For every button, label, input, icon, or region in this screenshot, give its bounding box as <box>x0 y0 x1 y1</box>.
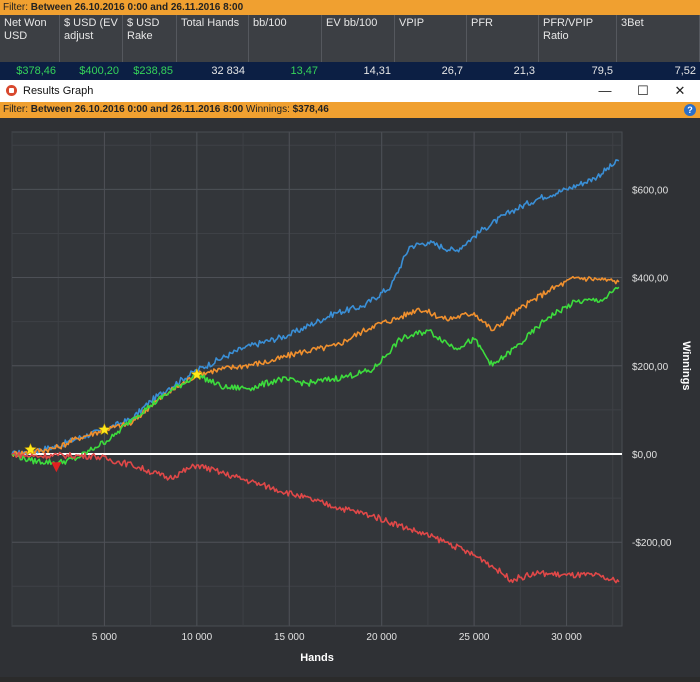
y-tick-label: $0,00 <box>632 450 657 461</box>
y-tick-label: $400,00 <box>632 274 669 285</box>
stats-value-cell: $238,85 <box>133 65 173 77</box>
help-icon[interactable]: ? <box>684 104 696 116</box>
series-line <box>11 451 620 584</box>
stats-value-cell: 26,7 <box>441 65 463 77</box>
series-line <box>11 286 620 466</box>
stats-header-row: Net Won USD $ USD (EV adjust $ USD Rake Tot… <box>0 15 700 62</box>
stats-header-cell[interactable]: $ USD Rake <box>123 15 177 62</box>
filter-bar-top[interactable]: Filter: Between 26.10.2016 0:00 and 26.1… <box>0 0 700 15</box>
graph-area: 5 000 10 000 15 000 20 000 25 000 30 000 $600,… <box>0 118 700 677</box>
x-axis-label: Hands <box>300 652 334 664</box>
filter-prefix: Filter: <box>3 2 31 13</box>
y-tick-label: -$200,00 <box>632 538 672 549</box>
maximize-icon[interactable]: ☐ <box>637 83 649 98</box>
star-marker <box>24 442 37 455</box>
x-tick-label: 10 000 <box>182 632 213 643</box>
minimize-icon[interactable]: — <box>598 83 612 98</box>
x-tick-label: 5 000 <box>92 632 117 643</box>
x-tick-label: 25 000 <box>459 632 490 643</box>
stats-value-cell: $400,20 <box>79 65 119 77</box>
stats-header-cell[interactable]: $ USD (EV adjust <box>60 15 123 62</box>
stats-header-cell[interactable]: EV bb/100 <box>322 15 395 62</box>
y-tick-label: $600,00 <box>632 185 669 196</box>
triangle-marker <box>51 462 62 473</box>
results-chart: 5 000 10 000 15 000 20 000 25 000 30 000 $600,… <box>11 131 692 664</box>
graph-filter-value: Between 26.10.2016 0:00 and 26.11.2016 8… <box>30 104 244 115</box>
graph-filter-prefix: Filter: <box>3 104 31 115</box>
stats-value-cell: 14,31 <box>363 65 391 77</box>
filter-value: Between 26.10.2016 0:00 and 26.11.2016 8… <box>30 2 244 13</box>
x-tick-label: 20 000 <box>366 632 397 643</box>
plot-background <box>11 131 623 627</box>
app-logo-icon <box>6 85 17 96</box>
window-title: Results Graph <box>23 85 94 97</box>
stats-header-cell[interactable]: bb/100 <box>249 15 322 62</box>
stats-values-row: $378,46 $400,20 $238,85 32 834 13,47 14,31 26,… <box>0 62 700 80</box>
star-marker <box>98 423 111 436</box>
stats-header-cell[interactable]: Net Won USD <box>0 15 60 62</box>
stats-value-cell: 79,5 <box>591 65 613 77</box>
x-tick-label: 30 000 <box>551 632 582 643</box>
stats-value-cell: $378,46 <box>16 65 56 77</box>
series-line <box>11 275 620 458</box>
stats-header-cell[interactable]: PFR <box>467 15 539 62</box>
stats-value-cell: 13,47 <box>290 65 318 77</box>
y-tick-label: $200,00 <box>632 362 669 373</box>
stats-header-cell[interactable]: PFR/VPIP Ratio <box>539 15 617 62</box>
close-icon[interactable]: ✕ <box>674 83 686 98</box>
stats-value-cell: 32 834 <box>211 65 245 77</box>
stats-value-cell: 7,52 <box>674 65 696 77</box>
y-axis-label: Winnings <box>680 341 692 390</box>
stats-header-cell[interactable]: 3Bet <box>617 15 700 62</box>
window-titlebar[interactable]: Results Graph — ☐ ✕ <box>0 80 700 102</box>
filter-bar-graph[interactable]: Filter: Between 26.10.2016 0:00 and 26.1… <box>0 102 700 118</box>
x-tick-label: 15 000 <box>274 632 305 643</box>
winnings-label: Winnings: <box>243 104 293 115</box>
stats-value-cell: 21,3 <box>513 65 535 77</box>
stats-header-cell[interactable]: VPIP <box>395 15 467 62</box>
winnings-value: $378,46 <box>292 104 329 115</box>
star-marker <box>190 367 204 380</box>
stats-header-cell[interactable]: Total Hands <box>177 15 249 62</box>
